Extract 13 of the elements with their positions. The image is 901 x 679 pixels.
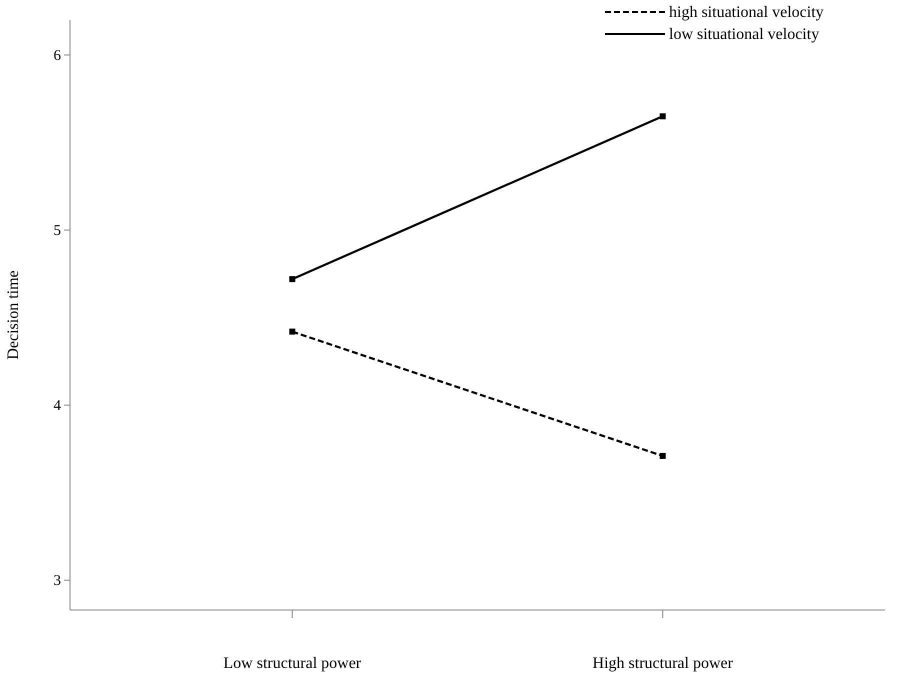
legend-label: high situational velocity [669, 4, 824, 21]
y-axis-title: Decision time [5, 270, 22, 360]
point [289, 328, 296, 335]
y-tick-label: 5 [54, 222, 61, 239]
y-tick-label: 6 [54, 48, 62, 64]
x-tick-label: Low structural power [223, 655, 362, 672]
point [289, 276, 296, 282]
point [660, 452, 666, 459]
y-tick-label: 3 [54, 573, 61, 590]
x-tick-label: High structural power [592, 655, 734, 672]
legend-label: low situational velocity [669, 26, 820, 43]
y-tick-label: 4 [54, 398, 62, 414]
point [660, 113, 666, 120]
